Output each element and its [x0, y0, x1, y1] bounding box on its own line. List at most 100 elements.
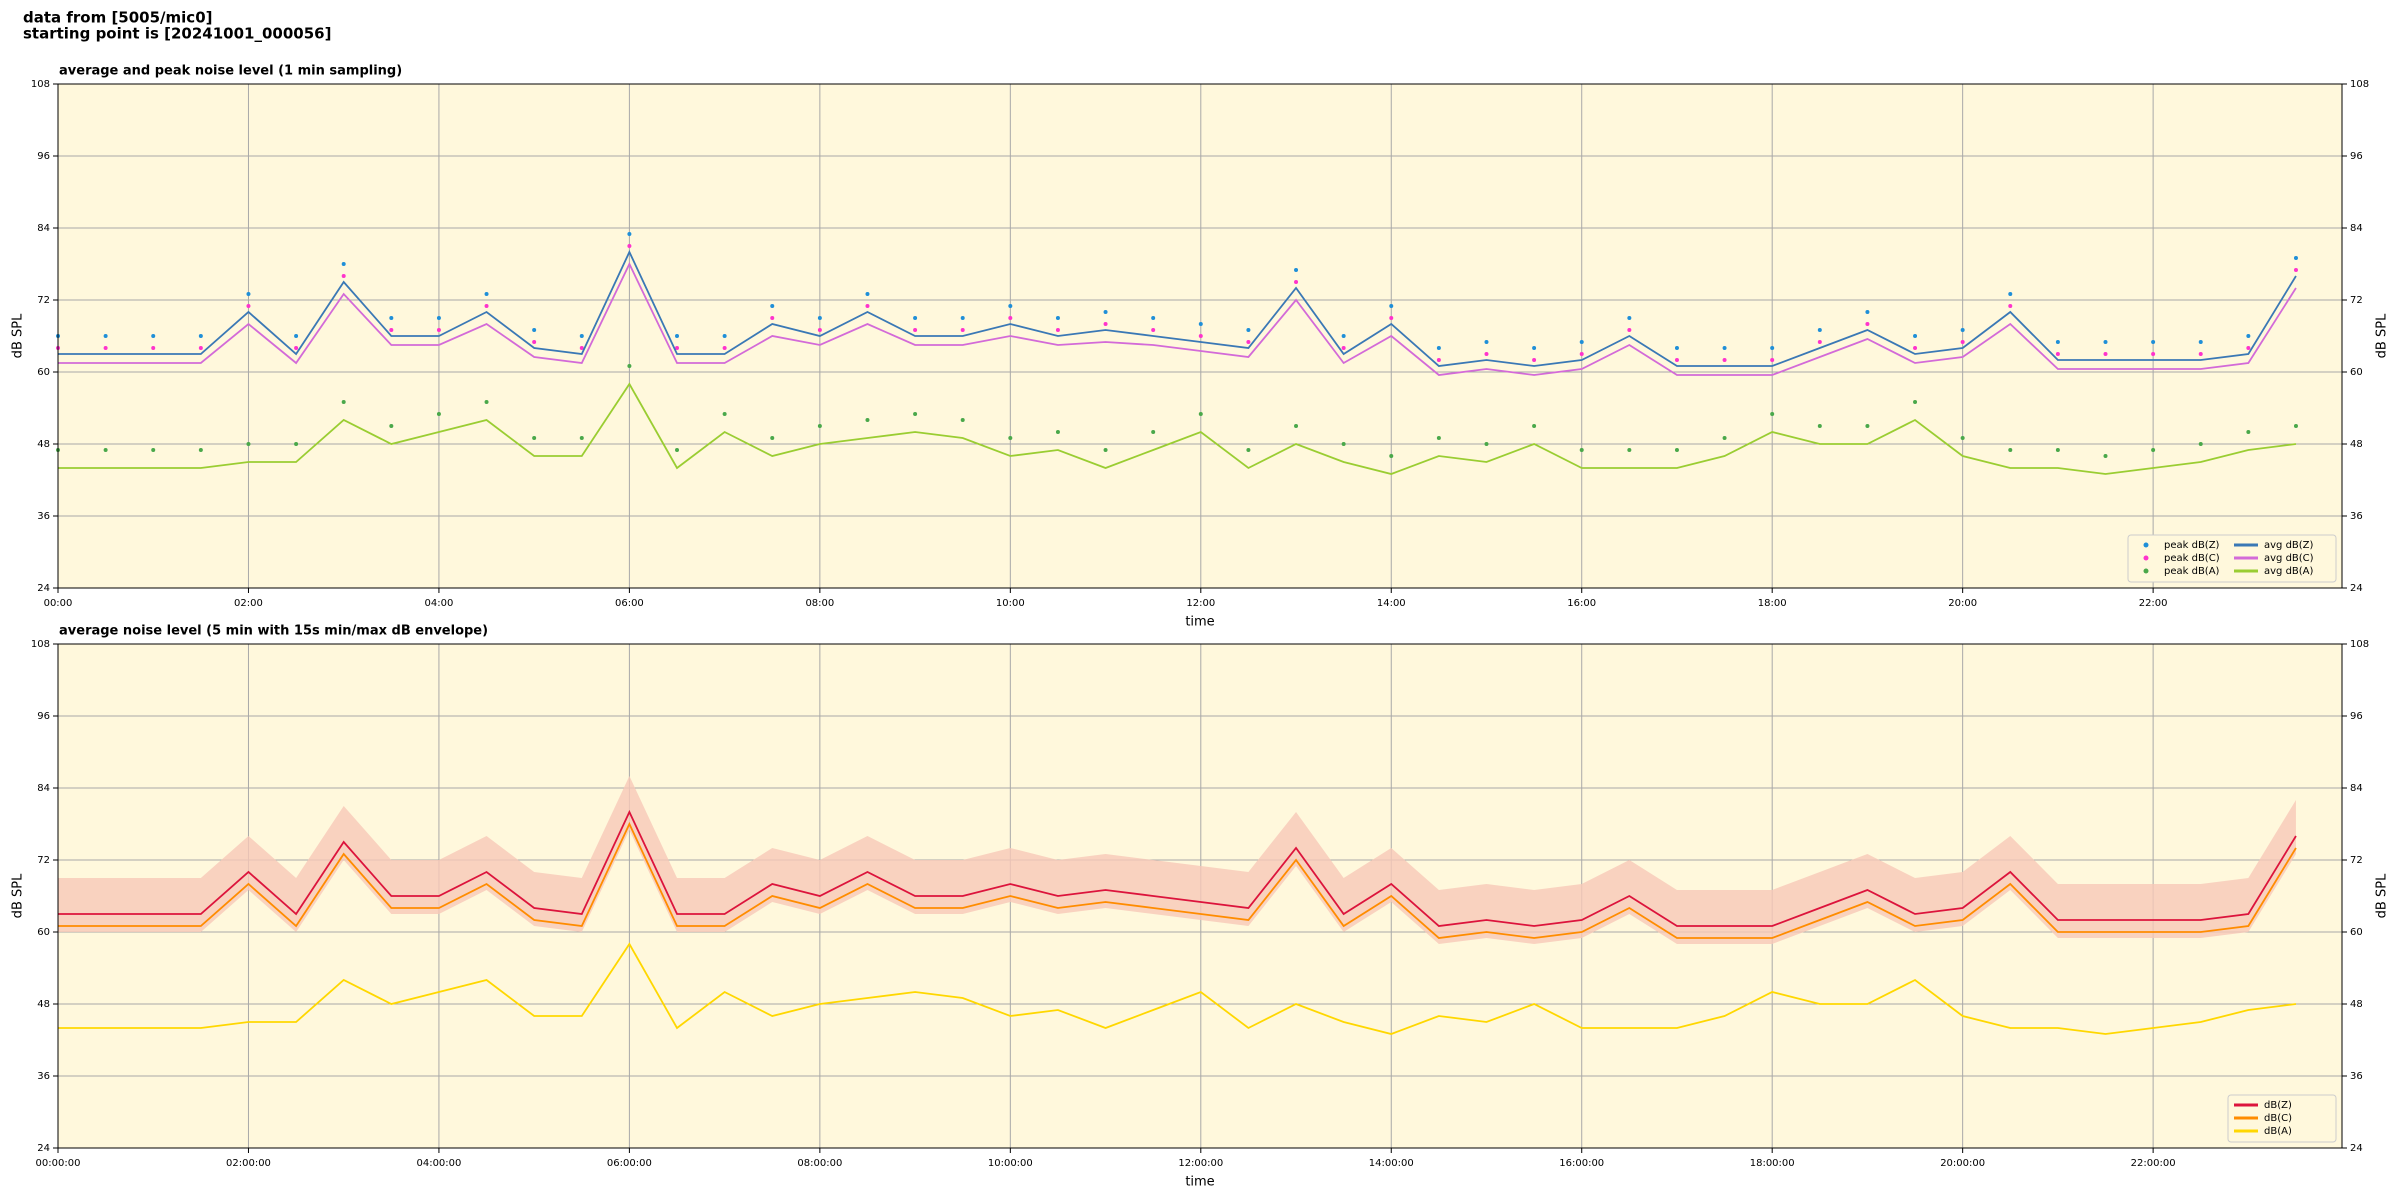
peak-point [722, 346, 727, 350]
peak-point [1770, 346, 1775, 350]
y-tick-label: 84 [37, 223, 50, 234]
peak-point [1960, 328, 1965, 332]
y-tick-label: 24 [37, 583, 50, 594]
x-tick-label: 08:00:00 [797, 1158, 842, 1169]
y-tick-label: 108 [31, 639, 50, 650]
peak-point [198, 448, 203, 452]
peak-point [1484, 352, 1489, 356]
peak-point [913, 412, 918, 416]
peak-point [1008, 304, 1013, 308]
legend-label: peak dB(A) [2164, 566, 2220, 577]
y-tick-label: 72 [2350, 855, 2363, 866]
x-tick-label: 16:00 [1567, 598, 1596, 609]
y-tick-label: 96 [37, 151, 50, 162]
peak-point [341, 274, 346, 278]
peak-point [1389, 454, 1394, 458]
peak-point [532, 436, 537, 440]
x-tick-label: 18:00 [1758, 598, 1787, 609]
series-line [58, 382, 2297, 475]
x-tick-label: 00:00:00 [36, 1158, 81, 1169]
peak-point [865, 292, 870, 296]
y-tick-label: 48 [2350, 439, 2363, 450]
peak-point [1865, 310, 1870, 314]
peak-point [1151, 316, 1156, 320]
y-tick-label: 72 [37, 855, 50, 866]
peak-point [1008, 436, 1013, 440]
peak-point [1579, 448, 1584, 452]
peak-point [817, 424, 822, 428]
peak-point [1674, 346, 1679, 350]
peak-point [2246, 346, 2251, 350]
peak-point [627, 364, 632, 368]
peak-point [865, 304, 870, 308]
peak-point [1341, 334, 1346, 338]
peak-point [1198, 322, 1203, 326]
peak-point [436, 328, 441, 332]
y-tick-label: 108 [31, 79, 50, 90]
y-axis-label: dB SPL [2375, 313, 2390, 358]
peak-point [1532, 346, 1537, 350]
peak-point [913, 316, 918, 320]
legend-label: avg dB(C) [2264, 553, 2314, 564]
peak-point [1532, 424, 1537, 428]
peak-point [1436, 358, 1441, 362]
peak-point [960, 316, 965, 320]
peak-point [2055, 448, 2060, 452]
peak-point [1770, 358, 1775, 362]
legend-label: peak dB(Z) [2164, 540, 2220, 551]
peak-point [627, 232, 632, 236]
peak-point [246, 292, 251, 296]
legend-marker [2143, 542, 2149, 548]
peak-point [389, 328, 394, 332]
peak-point [2008, 304, 2013, 308]
peak-point [1246, 448, 1251, 452]
x-tick-label: 00:00 [44, 598, 73, 609]
legend-label: dB(C) [2264, 1113, 2292, 1124]
x-tick-label: 02:00:00 [226, 1158, 271, 1169]
peak-point [2293, 268, 2298, 272]
peak-point [1008, 316, 1013, 320]
header-line: data from [5005/mic0] [23, 9, 213, 27]
peak-point [151, 448, 156, 452]
x-tick-label: 10:00 [996, 598, 1025, 609]
y-axis-label: dB SPL [11, 313, 26, 358]
peak-point [1151, 328, 1156, 332]
peak-point [1674, 448, 1679, 452]
peak-point [341, 262, 346, 266]
legend-label: avg dB(Z) [2264, 540, 2314, 551]
peak-point [1055, 316, 1060, 320]
y-tick-label: 36 [37, 511, 50, 522]
peak-point [675, 334, 680, 338]
peak-point [960, 418, 965, 422]
peak-point [389, 316, 394, 320]
peak-point [1627, 316, 1632, 320]
peak-point [1913, 346, 1918, 350]
y-tick-label: 36 [2350, 511, 2363, 522]
legend-label: dB(A) [2264, 1126, 2292, 1137]
peak-point [675, 346, 680, 350]
envelope [58, 776, 2296, 944]
peak-point [2293, 424, 2298, 428]
y-tick-label: 96 [37, 711, 50, 722]
peak-point [1294, 424, 1299, 428]
x-tick-label: 14:00 [1377, 598, 1406, 609]
peak-point [1532, 358, 1537, 362]
x-tick-label: 14:00:00 [1369, 1158, 1414, 1169]
peak-point [532, 340, 537, 344]
peak-point [151, 334, 156, 338]
x-tick-label: 06:00:00 [607, 1158, 652, 1169]
peak-point [341, 400, 346, 404]
peak-point [2008, 292, 2013, 296]
y-tick-label: 60 [37, 927, 50, 938]
x-tick-label: 06:00 [615, 598, 644, 609]
legend-marker [2143, 555, 2149, 561]
peak-point [532, 328, 537, 332]
y-tick-label: 72 [2350, 295, 2363, 306]
y-axis-label: dB SPL [2375, 873, 2390, 918]
y-tick-label: 24 [2350, 583, 2363, 594]
peak-point [1389, 304, 1394, 308]
x-tick-label: 04:00 [425, 598, 454, 609]
peak-point [484, 304, 489, 308]
x-tick-label: 02:00 [234, 598, 263, 609]
peak-point [722, 412, 727, 416]
